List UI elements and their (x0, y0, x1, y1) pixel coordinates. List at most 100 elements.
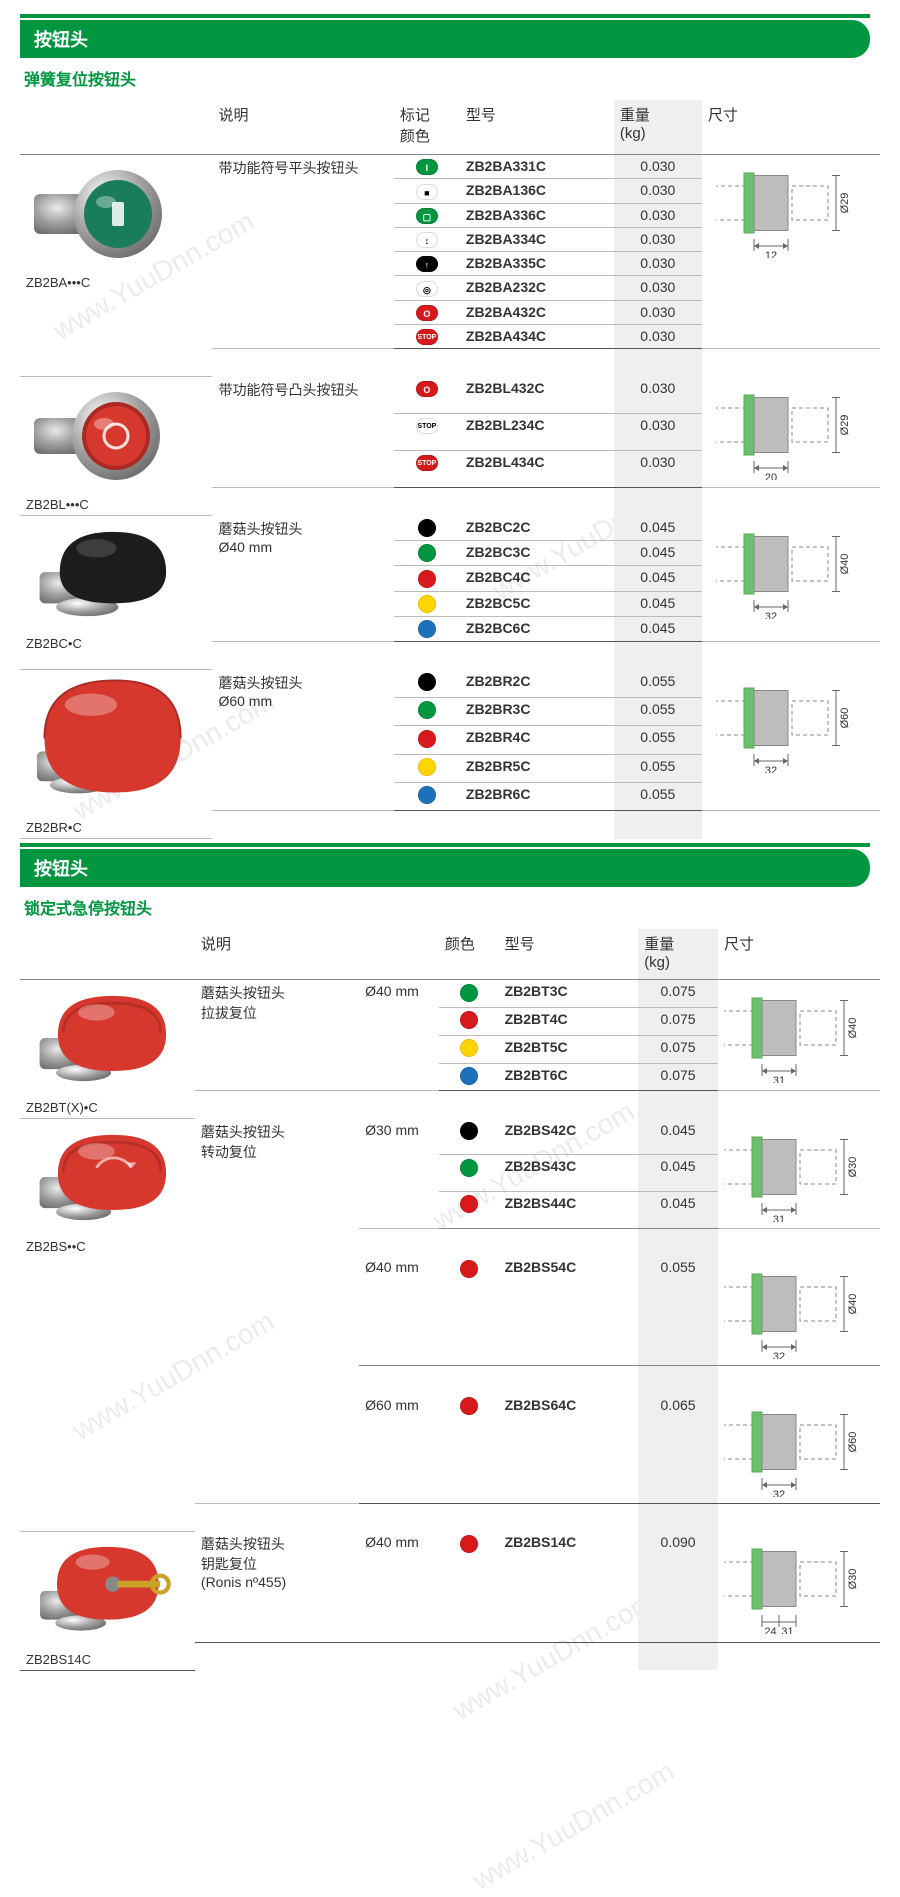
color-dot (460, 1535, 478, 1553)
th-weight-text-2: 重量 (644, 936, 674, 953)
th-dim-2: 尺寸 (718, 929, 880, 980)
svg-text:32: 32 (773, 1351, 785, 1359)
group-desc: 蘑菇头按钮头钥匙复位 (201, 1536, 285, 1572)
image-caption: ZB2BR•C (26, 820, 206, 835)
weight-value: 0.075 (638, 1063, 718, 1091)
model-code: ZB2BC4C (466, 569, 531, 585)
image-caption: ZB2BT(X)•C (26, 1100, 189, 1115)
svg-text:32: 32 (773, 1489, 785, 1497)
model-code: ZB2BA331C (466, 158, 546, 174)
table-row: ZB2BS••C 蘑菇头按钮头转动复位 Ø30 mmZB2BS42C0.045 … (20, 1119, 880, 1155)
mark-swatch: STOP (416, 418, 438, 434)
weight-value: 0.055 (614, 783, 702, 811)
th-desc-2: 说明 (195, 929, 359, 980)
size-label: Ø30 mm (359, 1119, 439, 1229)
weight-value: 0.075 (638, 1008, 718, 1036)
model-code: ZB2BR2C (466, 673, 531, 689)
svg-text:Ø40: Ø40 (839, 553, 851, 574)
mark-swatch: ↕ (416, 232, 438, 248)
group-desc-sub: Ø60 mm (218, 693, 272, 709)
svg-text:31: 31 (773, 1214, 785, 1222)
weight-value: 0.055 (614, 754, 702, 782)
model-code: ZB2BT4C (505, 1011, 568, 1027)
model-code: ZB2BS14C (505, 1534, 577, 1550)
weight-value: 0.030 (614, 377, 702, 413)
table-row: ZB2BR•C 蘑菇头按钮头 Ø60 mm ZB2BR2C0.055 Ø60 (20, 670, 880, 698)
mark-swatch: ■ (416, 184, 438, 200)
model-code: ZB2BT3C (505, 983, 568, 999)
product-image (26, 158, 206, 271)
section-bar-1: 按钮头 (20, 20, 870, 58)
weight-value: 0.030 (614, 451, 702, 488)
dimension-drawing: Ø40 31 (724, 983, 874, 1083)
model-code: ZB2BL432C (466, 380, 545, 396)
dimension-drawing: Ø40 32 (724, 1259, 874, 1359)
weight-value: 0.030 (614, 179, 702, 203)
svg-text:Ø29: Ø29 (839, 414, 851, 435)
dimension-drawing: Ø29 12 (716, 158, 866, 258)
weight-value: 0.065 (638, 1394, 718, 1504)
product-image (26, 1122, 189, 1235)
weight-value: 0.030 (614, 413, 702, 450)
size-label: Ø40 mm (359, 1531, 439, 1642)
image-caption: ZB2BS14C (26, 1652, 189, 1667)
color-dot (460, 1011, 478, 1029)
weight-value: 0.030 (614, 300, 702, 324)
svg-text:Ø30: Ø30 (847, 1569, 859, 1590)
group-desc-extra: (Ronis nº455) (201, 1574, 286, 1590)
catalog-table-2: 说明 颜色 型号 重量 (kg) 尺寸 (20, 929, 880, 1671)
mark-swatch: STOP (416, 455, 438, 471)
size-label: Ø60 mm (359, 1394, 439, 1504)
dimension-drawing: Ø30 24 31 (724, 1534, 874, 1634)
group-desc: 带功能符号平头按钮头 (218, 160, 358, 176)
weight-value: 0.045 (638, 1119, 718, 1155)
product-image (26, 519, 206, 632)
color-dot (418, 730, 436, 748)
th-weight-2: 重量 (kg) (638, 929, 718, 980)
weight-value: 0.030 (614, 325, 702, 349)
color-dot (418, 673, 436, 691)
model-code: ZB2BA432C (466, 304, 546, 320)
color-dot (418, 701, 436, 719)
svg-text:12: 12 (765, 250, 777, 258)
product-image (26, 1535, 189, 1648)
product-image (26, 983, 189, 1096)
th-weight-unit-2: (kg) (644, 954, 670, 971)
svg-text:20: 20 (765, 472, 777, 480)
size-label: Ø40 mm (359, 1256, 439, 1366)
th-model-2: 型号 (499, 929, 639, 980)
model-code: ZB2BS42C (505, 1122, 577, 1138)
weight-value: 0.055 (614, 670, 702, 698)
mark-swatch: O (416, 381, 438, 397)
svg-text:Ø29: Ø29 (839, 193, 851, 214)
dimension-drawing: Ø60 32 (716, 673, 866, 773)
image-caption: ZB2BS••C (26, 1239, 189, 1254)
weight-value: 0.045 (614, 617, 702, 642)
weight-value: 0.055 (638, 1256, 718, 1366)
color-dot (460, 1159, 478, 1177)
weight-value: 0.030 (614, 155, 702, 179)
model-code: ZB2BS44C (505, 1195, 577, 1211)
color-dot (418, 620, 436, 638)
section-sub-1: 弹簧复位按钮头 (24, 66, 880, 90)
model-code: ZB2BS43C (505, 1158, 577, 1174)
image-caption: ZB2BL•••C (26, 497, 206, 512)
model-code: ZB2BR3C (466, 701, 531, 717)
weight-value: 0.045 (614, 516, 702, 541)
model-code: ZB2BC6C (466, 620, 531, 636)
model-code: ZB2BC2C (466, 519, 531, 535)
model-code: ZB2BS54C (505, 1259, 577, 1275)
section-sub-2: 锁定式急停按钮头 (24, 895, 880, 919)
color-dot (460, 984, 478, 1002)
group-desc-sub: Ø40 mm (218, 539, 272, 555)
model-code: ZB2BC3C (466, 544, 531, 560)
model-code: ZB2BA336C (466, 207, 546, 223)
model-code: ZB2BR4C (466, 729, 531, 745)
model-code: ZB2BA136C (466, 182, 546, 198)
th-model: 型号 (460, 100, 614, 155)
image-caption: ZB2BC•C (26, 636, 206, 651)
weight-value: 0.045 (638, 1192, 718, 1229)
color-dot (418, 544, 436, 562)
svg-text:32: 32 (765, 611, 777, 619)
svg-text:31: 31 (773, 1075, 785, 1083)
